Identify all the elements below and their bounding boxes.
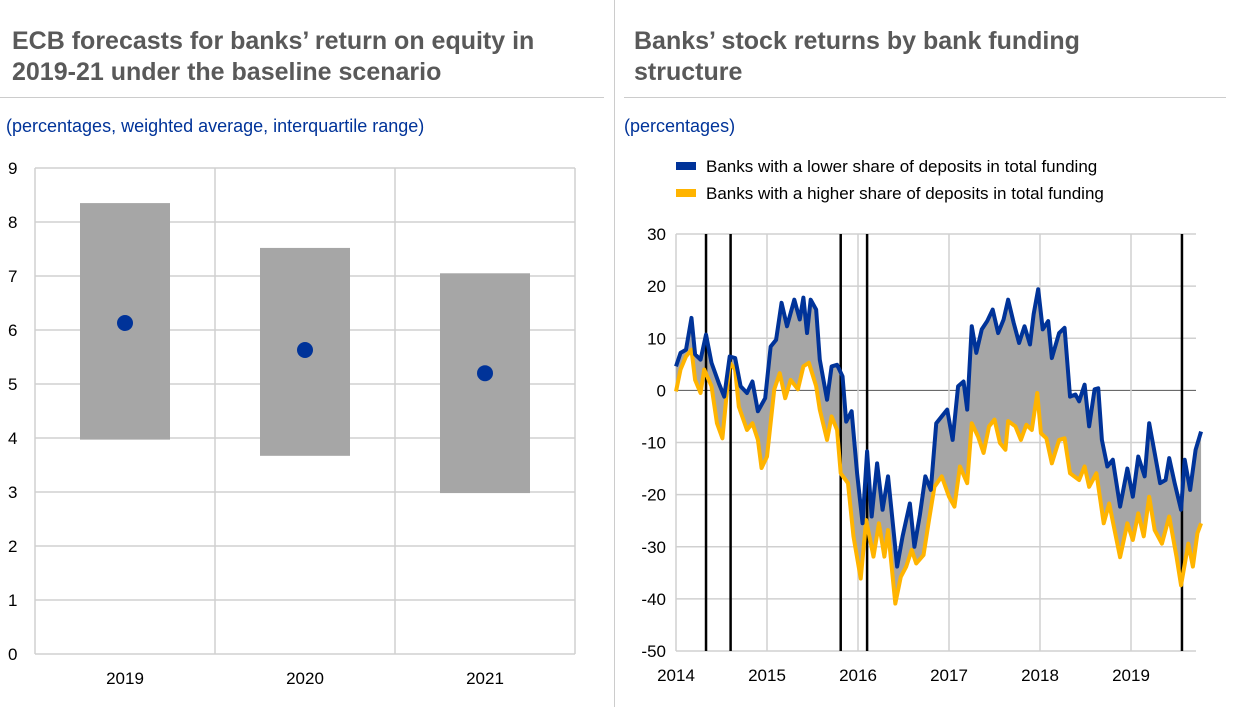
y-tick-label: 0 xyxy=(657,381,666,400)
x-tick-label: 2018 xyxy=(1021,666,1059,685)
y-tick-label: 8 xyxy=(8,213,17,232)
x-tick-label: 2015 xyxy=(748,666,786,685)
y-tick-label: -50 xyxy=(641,642,666,661)
y-tick-label: 5 xyxy=(8,375,17,394)
y-tick-label: 9 xyxy=(8,159,17,178)
panel-divider xyxy=(614,0,615,707)
y-tick-label: 7 xyxy=(8,267,17,286)
y-tick-label: 2 xyxy=(8,537,17,556)
left-chart-subtitle: (percentages, weighted average, interqua… xyxy=(6,116,425,136)
x-tick-label: 2019 xyxy=(1112,666,1150,685)
legend-label: Banks with a lower share of deposits in … xyxy=(706,157,1097,176)
legend-swatch xyxy=(676,162,696,170)
average-point xyxy=(297,341,313,358)
x-tick-label: 2016 xyxy=(839,666,877,685)
right-chart-subtitle: (percentages) xyxy=(624,116,736,136)
spread-area xyxy=(676,289,1202,604)
average-point xyxy=(477,365,493,382)
y-tick-label: 10 xyxy=(647,329,666,348)
x-tick-label: 2017 xyxy=(930,666,968,685)
average-point xyxy=(117,314,133,331)
y-tick-label: -10 xyxy=(641,434,666,453)
y-tick-label: 6 xyxy=(8,321,17,340)
x-tick-label: 2014 xyxy=(657,666,695,685)
y-tick-label: 20 xyxy=(647,277,666,296)
y-tick-label: 0 xyxy=(8,645,17,664)
x-tick-label: 2020 xyxy=(286,669,324,688)
legend-label: Banks with a higher share of deposits in… xyxy=(706,184,1104,203)
y-tick-label: -30 xyxy=(641,538,666,557)
y-tick-label: -20 xyxy=(641,486,666,505)
right-divider xyxy=(624,97,1226,98)
y-tick-label: 4 xyxy=(8,429,17,448)
y-tick-label: 1 xyxy=(8,591,17,610)
legend-swatch xyxy=(676,189,696,197)
y-tick-label: 3 xyxy=(8,483,17,502)
x-tick-label: 2019 xyxy=(106,669,144,688)
y-tick-label: 30 xyxy=(647,225,666,244)
y-tick-label: -40 xyxy=(641,590,666,609)
left-chart-title: ECB forecasts for banks’ return on equit… xyxy=(12,27,535,86)
left-divider xyxy=(0,97,604,98)
series-line-higher-deposits xyxy=(674,347,1203,606)
range-bar xyxy=(440,273,530,494)
right-chart-title: Banks’ stock returns by bank funding str… xyxy=(634,27,1080,86)
series-line-lower-deposits xyxy=(674,287,1203,569)
x-tick-label: 2021 xyxy=(466,669,504,688)
